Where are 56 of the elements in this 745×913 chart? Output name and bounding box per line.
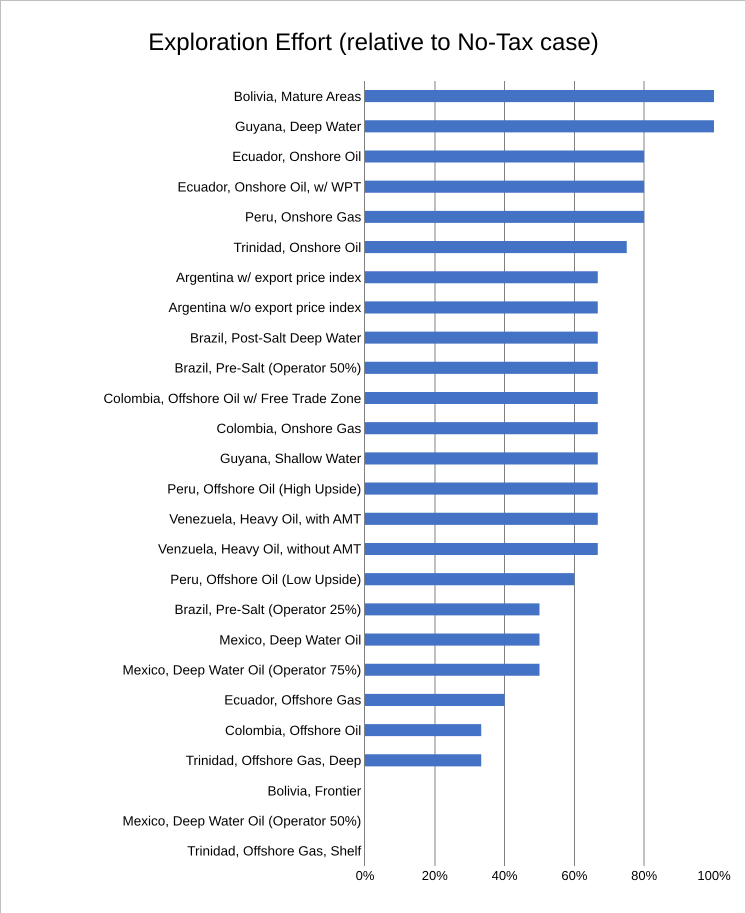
bar: [365, 634, 540, 646]
y-tick-label: Guyana, Shallow Water: [220, 451, 362, 466]
bar: [365, 301, 598, 314]
y-tick-label: Trinidad, Onshore Oil: [233, 240, 362, 255]
x-tick-label: 20%: [422, 868, 448, 883]
x-tick-label: 100%: [697, 868, 732, 883]
y-tick-label: Venezuela, Heavy Oil, with AMT: [169, 512, 362, 527]
y-tick-label: Colombia, Onshore Gas: [216, 420, 362, 436]
bar: [365, 332, 598, 344]
y-tick-label: Peru, Onshore Gas: [244, 210, 362, 225]
bar: [365, 664, 540, 676]
y-tick-label: Trinidad, Offshore Gas, Shelf: [187, 844, 362, 859]
bar: [365, 573, 574, 586]
bar: [365, 512, 598, 525]
y-tick-label: Brazil, Pre-Salt (Operator 50%): [174, 360, 362, 376]
bar: [365, 150, 644, 163]
x-tick-label: 40%: [492, 868, 518, 883]
bar: [365, 482, 598, 495]
bar: [365, 422, 598, 434]
bar: [365, 180, 644, 193]
y-tick-label: Peru, Offshore Oil (High Upside): [167, 481, 362, 496]
bar: [365, 120, 714, 132]
bar: [365, 452, 598, 464]
y-tick-label: Colombia, Offshore Oil w/ Free Trade Zone: [103, 390, 362, 406]
bar: [365, 241, 627, 254]
y-tick-label: Trinidad, Offshore Gas, Deep: [186, 753, 362, 768]
bar: [365, 724, 482, 736]
y-tick-label: Bolivia, Frontier: [268, 783, 362, 798]
bar: [365, 210, 644, 223]
y-tick-label: Venzuela, Heavy Oil, without AMT: [158, 542, 362, 557]
y-tick-label: Mexico, Deep Water Oil: [219, 632, 362, 648]
y-tick-label: Peru, Offshore Oil (Low Upside): [170, 572, 362, 587]
x-tick-label: 0%: [356, 868, 375, 883]
chart-title: Exploration Effort (relative to No-Tax case): [148, 28, 599, 56]
bar: [365, 754, 482, 766]
y-tick-label: Argentina w/o export price index: [168, 300, 362, 316]
x-tick-label: 80%: [631, 868, 658, 883]
y-tick-label: Brazil, Post-Salt Deep Water: [190, 330, 362, 346]
x-tick-label: 60%: [561, 868, 588, 883]
bar: [365, 362, 598, 374]
y-tick-label: Mexico, Deep Water Oil (Operator 50%): [122, 813, 362, 828]
bar: [365, 90, 714, 102]
y-tick-label: Bolivia, Mature Areas: [234, 88, 362, 104]
y-tick-label: Argentina w/ export price index: [176, 270, 362, 285]
y-tick-label: Ecuador, Onshore Oil, w/ WPT: [177, 179, 362, 194]
bar: [365, 542, 598, 556]
bar: [365, 392, 598, 404]
y-tick-label: Ecuador, Onshore Oil: [232, 149, 362, 164]
bar: [365, 694, 505, 706]
y-tick-label: Ecuador, Offshore Gas: [224, 692, 362, 708]
y-tick-label: Mexico, Deep Water Oil (Operator 75%): [122, 662, 362, 678]
y-tick-label: Brazil, Pre-Salt (Operator 25%): [174, 602, 362, 618]
bar: [365, 271, 598, 284]
y-tick-label: Guyana, Deep Water: [234, 119, 362, 134]
y-tick-label: Colombia, Offshore Oil: [224, 722, 362, 738]
bar: [365, 603, 540, 616]
